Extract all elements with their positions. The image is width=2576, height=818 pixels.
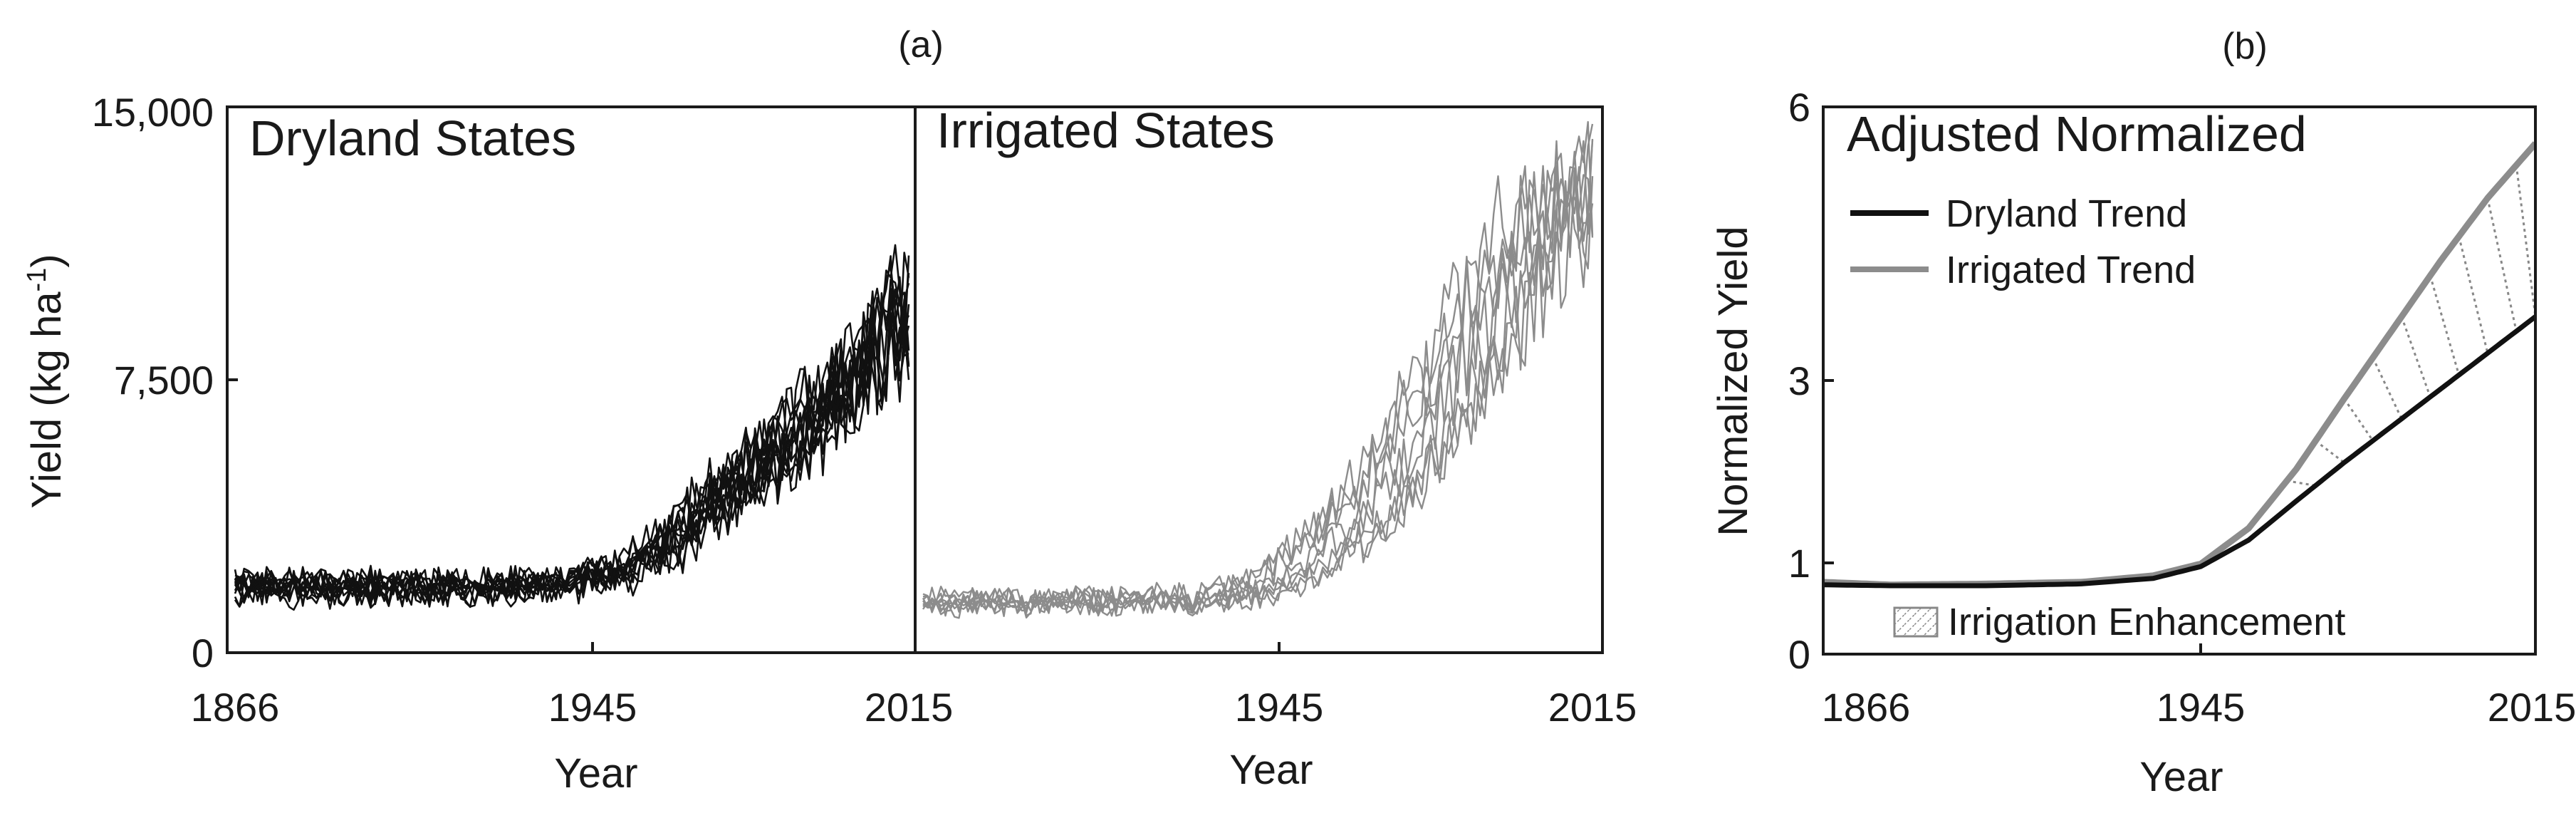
irrigated-x-axis-label: Year	[1229, 747, 1313, 793]
xtick-dry-1866: 1866	[191, 685, 280, 730]
panel-a-y-axis-label: Yield (kg ha-1)	[22, 254, 70, 508]
b-xtick-1866: 1866	[1822, 685, 1911, 730]
dryland-x-axis-label: Year	[554, 750, 637, 797]
enhancement-hatch-line-3	[2343, 398, 2374, 442]
panel-a-label: (a)	[898, 24, 944, 66]
ytick-label-0: 0	[192, 631, 214, 675]
xtick-irr-1945: 1945	[1235, 685, 1324, 730]
dryland-line-2	[234, 279, 910, 610]
dryland-line-10	[234, 252, 910, 608]
panel-b-y-ticks: 0 1 3 6	[1788, 85, 1834, 677]
panel-a-x-ticks: 1866 1945 2015 1945 2015	[191, 642, 1637, 730]
dryland-trend-line	[1823, 314, 2535, 589]
irrigated-line-4	[922, 140, 1594, 617]
dryland-plot-area	[234, 244, 910, 611]
enhancement-hatch-line-6	[2429, 275, 2461, 376]
dryland-line-7	[234, 244, 909, 609]
ylabel-tail: )	[24, 254, 70, 267]
panel-b-label: (b)	[2222, 26, 2268, 67]
legend-irrigated-label: Irrigated Trend	[1946, 249, 2196, 291]
b-xtick-2015: 2015	[2488, 685, 2576, 730]
ylabel-superscript: -1	[22, 268, 52, 292]
irrigated-subplot-title: Irrigated States	[937, 103, 1275, 158]
xtick-irr-2015: 2015	[1548, 685, 1637, 730]
panel-b-plot-area	[1823, 141, 2535, 589]
enhancement-hatch-group	[2286, 165, 2535, 487]
enhancement-hatch-line-7	[2458, 236, 2489, 353]
irrigated-plot-area	[922, 120, 1594, 619]
enhancement-swatch	[1893, 606, 1939, 638]
xtick-dry-1945: 1945	[548, 685, 637, 730]
enhancement-hatch-line-2	[2315, 440, 2345, 464]
panel-b-legend: Dryland Trend Irrigated Trend	[1850, 192, 2196, 291]
b-ytick-3: 3	[1788, 358, 1810, 403]
irrigated-series-group	[922, 120, 1594, 619]
dryland-line-12	[234, 288, 910, 606]
dryland-line-6	[234, 282, 910, 608]
ylabel-main: Yield (kg ha	[24, 291, 70, 509]
dryland-series-group	[234, 244, 910, 611]
irrigated-line-6	[922, 140, 1594, 617]
irrigated-line-8	[922, 123, 1594, 614]
enhancement-hatch-line-8	[2486, 197, 2518, 332]
b-ytick-6: 6	[1788, 85, 1810, 130]
dryland-line-11	[234, 255, 910, 604]
panel-b-title: Adjusted Normalized	[1847, 106, 2307, 162]
enhancement-hatch-line-4	[2372, 357, 2403, 420]
dryland-line-3	[234, 291, 910, 609]
dryland-line-8	[234, 276, 910, 607]
legend-dryland-label: Dryland Trend	[1946, 192, 2187, 235]
b-ytick-0: 0	[1788, 632, 1810, 677]
panel-a-y-ticks: 0 7,500 15,000	[92, 90, 238, 675]
panel-b-y-axis-label: Normalized Yield	[1710, 226, 1756, 536]
dryland-subplot-title: Dryland States	[249, 110, 576, 166]
enhancement-hatch-line-1	[2286, 480, 2316, 487]
irrigated-line-7	[922, 185, 1594, 616]
panel-b-x-axis-label: Year	[2139, 754, 2223, 800]
b-xtick-1945: 1945	[2157, 685, 2246, 730]
ytick-label-15000: 15,000	[92, 90, 214, 135]
irrigated-line-5	[922, 120, 1594, 616]
b-ytick-1: 1	[1788, 541, 1810, 586]
enhancement-hatch-line-5	[2400, 316, 2431, 398]
enhancement-hatch-line-9	[2515, 165, 2535, 317]
panel-b-x-ticks: 1866 1945 2015	[1822, 643, 2576, 730]
ytick-label-7500: 7,500	[114, 358, 214, 403]
enhancement-label: Irrigation Enhancement	[1948, 601, 2345, 643]
irrigated-line-2	[922, 140, 1594, 618]
enhancement-legend: Irrigation Enhancement	[1893, 601, 2345, 643]
xtick-dry-2015: 2015	[865, 685, 954, 730]
